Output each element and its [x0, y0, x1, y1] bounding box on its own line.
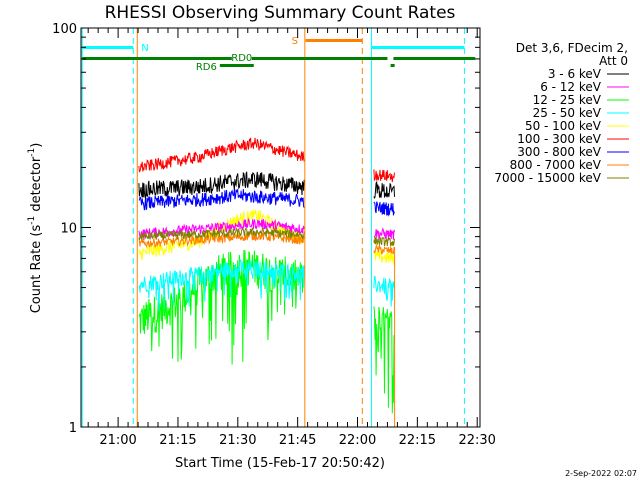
series-line-8-seg-0 — [138, 226, 305, 241]
x-tick-label-3: 21:45 — [279, 433, 316, 448]
y-axis-label: Count Rate (s-1 detector-1) — [27, 143, 44, 314]
x-tick-label-1: 21:15 — [159, 433, 196, 448]
x-tick-label-4: 22:00 — [339, 433, 376, 448]
legend-entry-4: 50 - 100 keV — [525, 119, 602, 133]
series-line-7-seg-1 — [373, 244, 395, 255]
series-line-2-seg-1 — [373, 306, 395, 414]
y-axis-label-mid: detector — [29, 156, 44, 216]
x-tick-label-6: 22:30 — [458, 433, 495, 448]
series-layer — [138, 137, 395, 414]
series-line-3-seg-0 — [138, 259, 305, 312]
x-tick-label-2: 21:30 — [219, 433, 256, 448]
legend-entry-7: 800 - 7000 keV — [510, 158, 602, 172]
legend-entry-3: 25 - 50 keV — [533, 106, 602, 120]
series-line-5-seg-0 — [138, 137, 305, 173]
legend-entry-1: 6 - 12 keV — [540, 80, 602, 94]
rd0-label-bg — [231, 52, 252, 63]
y-tick-label-0: 1 — [69, 421, 77, 436]
saa-bar — [305, 39, 363, 42]
night-bar-0 — [82, 46, 134, 49]
y-tick-label-2: 100 — [52, 22, 77, 37]
rd6-bar-label: RD6 — [196, 62, 217, 73]
y-axis-label-exp1: -1 — [27, 216, 37, 225]
series-line-8-seg-1 — [373, 236, 395, 247]
y-axis-label-end: ) — [29, 143, 44, 148]
rd6-bar — [219, 64, 254, 67]
series-line-5-seg-1 — [373, 169, 395, 183]
x-tick-label-5: 22:15 — [399, 433, 436, 448]
marker-layer: N S RD0 RD6 — [81, 28, 476, 427]
series-line-1-seg-1 — [373, 227, 395, 241]
legend-entry-5: 100 - 300 keV — [517, 132, 601, 146]
y-axis-label-exp2: -1 — [27, 148, 37, 157]
rd-flag-small — [390, 64, 395, 67]
y-tick-label-1: 10 — [60, 222, 77, 237]
x-tick-label-0: 21:00 — [99, 433, 136, 448]
series-line-6-seg-1 — [373, 201, 395, 217]
footer-date: 2-Sep-2022 02:07 — [565, 469, 637, 478]
night-bar-label-0: N — [141, 43, 148, 54]
saa-bar-label: S — [292, 36, 298, 47]
rd0-bar-label: RD0 — [231, 53, 252, 64]
series-line-0-seg-1 — [373, 180, 395, 199]
night-bar-1 — [371, 46, 465, 49]
series-line-3-seg-1 — [373, 276, 395, 307]
legend-entry-6: 300 - 800 keV — [517, 145, 601, 159]
series-line-7-seg-0 — [138, 231, 305, 249]
legend-entry-2: 12 - 25 keV — [533, 93, 602, 107]
series-line-0-seg-0 — [138, 171, 305, 200]
axis-layer: 1 10 100 21:00 21:15 21:30 21:45 22:00 22:15 22:3… — [52, 22, 496, 448]
chart-title: RHESSI Observing Summary Count Rates — [105, 3, 456, 23]
legend-entry-8: 7000 - 15000 keV — [494, 171, 601, 185]
legend-header-line-2: Att 0 — [599, 54, 628, 68]
series-line-6-seg-0 — [138, 188, 305, 211]
legend-header-line-1: Det 3,6, FDecim 2, — [516, 41, 628, 55]
series-line-1-seg-0 — [138, 217, 305, 239]
x-axis-label: Start Time (15-Feb-17 20:50:42) — [175, 456, 385, 471]
legend-entry-0: 3 - 6 keV — [548, 67, 602, 81]
rd0-bar-cont — [393, 57, 476, 60]
y-axis-label-main: Count Rate (s — [29, 225, 44, 314]
